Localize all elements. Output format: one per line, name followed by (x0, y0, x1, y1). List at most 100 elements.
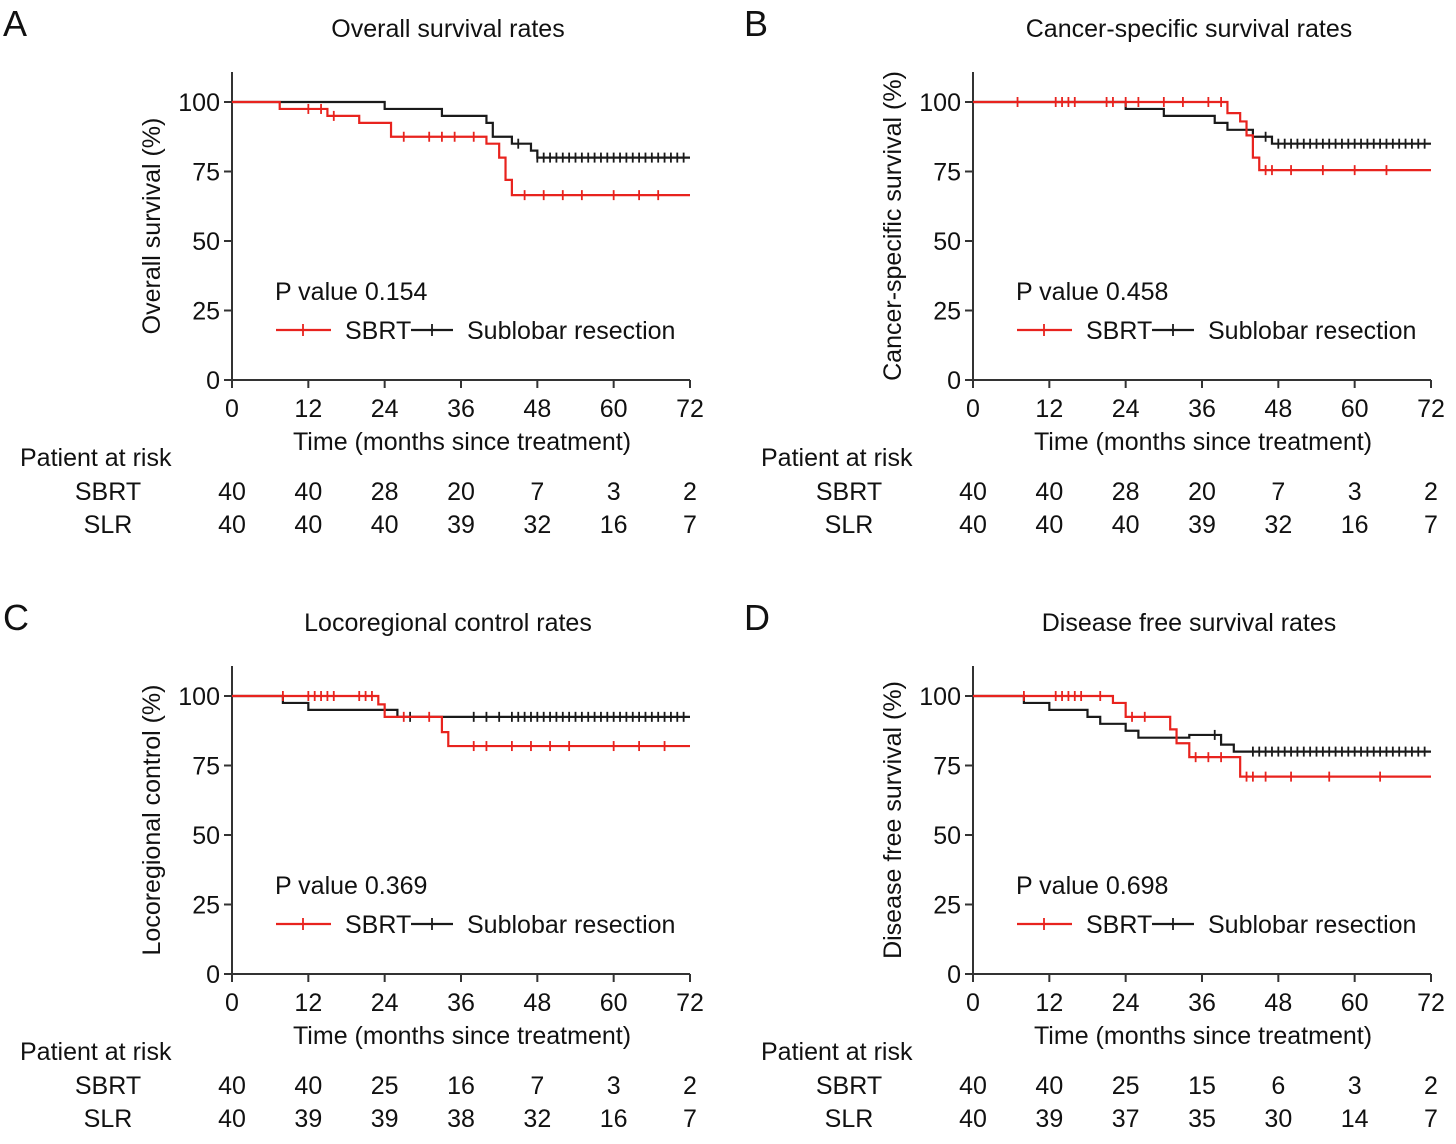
risk-count-slr: 7 (1424, 1105, 1438, 1133)
x-tick-label: 0 (966, 395, 980, 423)
risk-count-slr: 32 (523, 1105, 551, 1133)
panel-letter: A (3, 3, 27, 44)
risk-count-sbrt: 7 (1271, 478, 1285, 506)
y-tick-label: 100 (919, 683, 961, 711)
x-tick-label: 12 (294, 989, 322, 1017)
risk-table-header: Patient at risk (761, 1038, 913, 1066)
curve-sbrt (232, 100, 690, 197)
curve-sbrt (973, 694, 1431, 778)
y-axis-label: Cancer-specific survival (%) (879, 71, 907, 381)
curve-sbrt (973, 100, 1431, 172)
risk-count-sbrt: 20 (447, 478, 475, 506)
risk-count-sbrt: 16 (447, 1072, 475, 1100)
risk-table: Patient at riskSBRTSLR404040392537153563… (761, 1038, 1438, 1133)
risk-count-slr: 30 (1264, 1105, 1292, 1133)
x-tick-label: 0 (225, 395, 239, 423)
y-axis-label: Locoregional control (%) (138, 685, 166, 956)
risk-count-slr: 40 (371, 511, 399, 539)
x-tick-label: 24 (1112, 989, 1140, 1017)
x-tick-label: 72 (676, 989, 704, 1017)
y-axis-label: Disease free survival (%) (879, 681, 907, 959)
risk-count-sbrt: 40 (294, 1072, 322, 1100)
x-tick-label: 60 (600, 989, 628, 1017)
chart-title: Locoregional control rates (304, 609, 592, 637)
y-tick-label: 75 (192, 753, 220, 781)
risk-table: Patient at risk SBRT SLR 40 40 40 40 28 40 20 39 7 3… (20, 444, 697, 539)
chart-title: Disease free survival rates (1042, 609, 1337, 637)
risk-count-sbrt: 2 (1424, 478, 1438, 506)
y-axis-label: Overall survival (%) (138, 118, 166, 335)
y-tick-label: 0 (206, 961, 220, 989)
x-tick-label: 60 (600, 395, 628, 423)
risk-row-label-slr: SLR (825, 1105, 874, 1133)
x-tick-label: 60 (1341, 395, 1369, 423)
risk-count-sbrt: 15 (1188, 1072, 1216, 1100)
risk-count-sbrt: 40 (959, 1072, 987, 1100)
y-tick-label: 50 (933, 228, 961, 256)
x-tick-label: 36 (1188, 989, 1216, 1017)
risk-count-sbrt: 25 (1112, 1072, 1140, 1100)
risk-count-slr: 7 (1424, 511, 1438, 539)
y-tick-label: 50 (933, 822, 961, 850)
x-tick-label: 12 (1035, 395, 1063, 423)
x-tick-label: 12 (1035, 989, 1063, 1017)
panel-b: B Cancer-specific survival rates 0 25 50 75 10… (744, 3, 1445, 539)
risk-count-sbrt: 40 (1035, 1072, 1063, 1100)
y-tick-label: 0 (947, 961, 961, 989)
x-tick-label: 60 (1341, 989, 1369, 1017)
y-tick-label: 75 (933, 753, 961, 781)
risk-count-slr: 40 (959, 511, 987, 539)
y-tick-label: 25 (933, 892, 961, 920)
x-tick-label: 36 (447, 989, 475, 1017)
panel-letter: C (3, 597, 29, 638)
x-axis-label: Time (months since treatment) (293, 428, 631, 456)
x-tick-label: 48 (523, 989, 551, 1017)
risk-count-sbrt: 2 (1424, 1072, 1438, 1100)
chart-title: Overall survival rates (331, 15, 564, 43)
risk-count-slr: 39 (1188, 511, 1216, 539)
y-tick-label: 100 (178, 683, 220, 711)
legend-sbrt-label: SBRT (1086, 317, 1152, 345)
y-tick-label: 25 (933, 298, 961, 326)
panel-d: D Disease free survival rates 0 25 50 75 100 0 1… (744, 597, 1445, 1133)
risk-count-slr: 40 (1112, 511, 1140, 539)
risk-count-slr: 40 (959, 1105, 987, 1133)
risk-row-label-slr: SLR (825, 511, 874, 539)
risk-count-slr: 40 (218, 511, 246, 539)
legend-sbrt-label: SBRT (345, 317, 411, 345)
risk-count-slr: 39 (294, 1105, 322, 1133)
legend: SBRT Sublobar resection (276, 911, 675, 939)
x-tick-label: 72 (676, 395, 704, 423)
risk-count-sbrt: 40 (294, 478, 322, 506)
risk-count-sbrt: 2 (683, 478, 697, 506)
legend-slr-label: Sublobar resection (467, 317, 675, 345)
risk-count-slr: 39 (371, 1105, 399, 1133)
x-tick-label: 36 (447, 395, 475, 423)
risk-count-sbrt: 2 (683, 1072, 697, 1100)
y-tick-label: 25 (192, 298, 220, 326)
legend-sbrt-label: SBRT (1086, 911, 1152, 939)
p-value-label: P value 0.154 (275, 278, 428, 306)
y-tick-label: 75 (192, 159, 220, 187)
risk-row-label-slr: SLR (84, 1105, 133, 1133)
risk-count-sbrt: 3 (607, 478, 621, 506)
p-value-label: P value 0.458 (1016, 278, 1168, 306)
risk-count-sbrt: 28 (1112, 478, 1140, 506)
risk-count-sbrt: 28 (371, 478, 399, 506)
risk-table: Patient at risk SBRT SLR 40 40 40 39 25 39 16 38 7 3… (20, 1038, 697, 1133)
panel-letter: B (744, 3, 768, 44)
x-axis-label: Time (months since treatment) (1034, 428, 1372, 456)
risk-table: Patient at risk SBRT SLR 40 40 40 40 28 40 20 39 7 3… (761, 444, 1438, 539)
risk-count-slr: 16 (600, 511, 628, 539)
x-tick-label: 24 (371, 395, 399, 423)
panel-letter: D (744, 597, 770, 638)
x-tick-label: 72 (1417, 989, 1445, 1017)
legend: SBRT Sublobar resection (1017, 911, 1416, 939)
y-tick-label: 50 (192, 228, 220, 256)
risk-count-slr: 32 (523, 511, 551, 539)
p-value-label: P value 0.698 (1016, 872, 1168, 900)
y-tick-label: 25 (192, 892, 220, 920)
risk-row-label-slr: SLR (84, 511, 133, 539)
